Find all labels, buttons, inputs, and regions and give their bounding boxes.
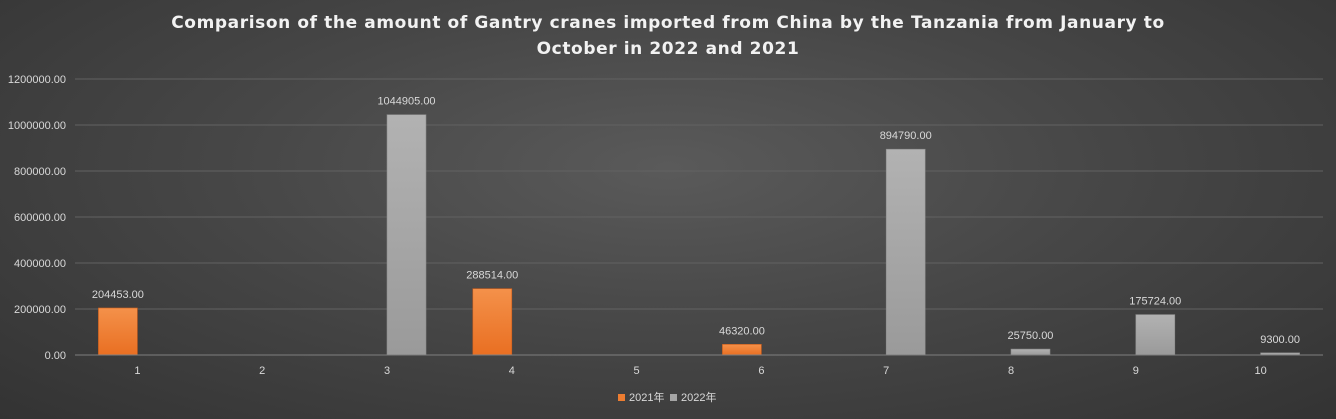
bar-2021-4 xyxy=(472,288,513,356)
gridlines xyxy=(75,78,1323,310)
bar-2022-7 xyxy=(885,148,926,356)
legend: 2021年 2022年 xyxy=(618,390,716,404)
y-tick-label: 1200000.00 xyxy=(8,74,66,86)
bar-2022-3 xyxy=(386,114,427,356)
x-axis-tick-labels: 1 2 3 4 5 6 7 8 9 10 xyxy=(134,365,1266,377)
data-label: 204453.00 xyxy=(92,289,144,301)
legend-label-2021: 2021年 xyxy=(629,390,664,404)
x-tick-label: 10 xyxy=(1254,365,1266,377)
y-tick-label: 400000.00 xyxy=(14,258,66,270)
data-label: 9300.00 xyxy=(1260,334,1300,346)
y-axis-tick-labels: 0.00 200000.00 400000.00 600000.00 800000.00… xyxy=(8,74,66,362)
y-tick-label: 0.00 xyxy=(45,350,66,362)
y-tick-label: 800000.00 xyxy=(14,166,66,178)
x-tick-label: 6 xyxy=(758,365,764,377)
x-tick-label: 5 xyxy=(634,365,640,377)
x-tick-label: 8 xyxy=(1008,365,1014,377)
data-label: 1044905.00 xyxy=(377,96,435,108)
bar-2022-8 xyxy=(1010,348,1051,356)
data-label: 894790.00 xyxy=(880,130,932,142)
x-tick-label: 2 xyxy=(259,365,265,377)
bar-2021-1 xyxy=(98,307,138,356)
legend-swatch-2022 xyxy=(670,394,677,401)
legend-swatch-2021 xyxy=(618,394,625,401)
bar-2021-6 xyxy=(722,344,762,356)
data-label: 175724.00 xyxy=(1129,296,1181,308)
bars xyxy=(98,114,1300,356)
chart-title: Comparison of the amount of Gantry crane… xyxy=(0,10,1336,62)
legend-label-2022: 2022年 xyxy=(681,390,716,404)
data-label: 46320.00 xyxy=(719,325,765,337)
data-label: 288514.00 xyxy=(466,270,518,282)
data-labels: 204453.00 288514.00 46320.00 1044905.00 8947… xyxy=(92,96,1300,346)
x-tick-label: 4 xyxy=(509,365,515,377)
x-tick-label: 3 xyxy=(384,365,390,377)
data-label: 25750.00 xyxy=(1008,330,1054,342)
bar-2022-9 xyxy=(1135,314,1176,356)
x-tick-label: 9 xyxy=(1133,365,1139,377)
x-tick-label: 1 xyxy=(134,365,140,377)
y-tick-label: 200000.00 xyxy=(14,304,66,316)
y-tick-label: 600000.00 xyxy=(14,212,66,224)
x-tick-label: 7 xyxy=(883,365,889,377)
chart-title-text: Comparison of the amount of Gantry crane… xyxy=(171,13,1165,59)
y-tick-label: 1000000.00 xyxy=(8,120,66,132)
